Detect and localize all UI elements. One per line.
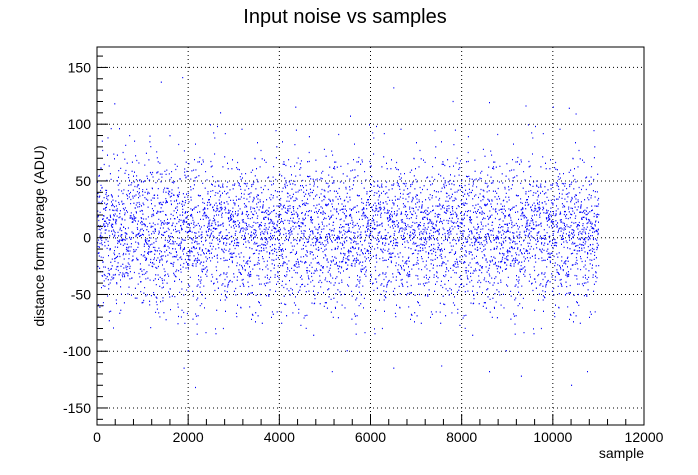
y-tick-label: 100	[68, 116, 92, 132]
y-tick-label: -100	[63, 343, 91, 359]
x-tick-label: 10000	[533, 429, 572, 445]
x-tick-label: 4000	[264, 429, 295, 445]
x-tick-label: 2000	[173, 429, 204, 445]
y-tick-label: 150	[68, 59, 92, 75]
y-tick-label: 0	[83, 230, 91, 246]
x-tick-label: 0	[93, 429, 101, 445]
x-axis-label: sample	[599, 445, 644, 461]
y-tick-label: 50	[75, 173, 91, 189]
x-tick-label: 6000	[355, 429, 386, 445]
grid	[97, 47, 644, 425]
x-tick-label: 8000	[446, 429, 477, 445]
data-points	[97, 76, 600, 389]
chart-title: Input noise vs samples	[243, 6, 446, 28]
y-tick-label: -50	[71, 286, 91, 302]
axis-ticks: 0 2000 4000 6000 8000 10000 12000 -150 -100 -50 0 5…	[63, 55, 664, 445]
y-axis-label: distance form average (ADU)	[31, 145, 47, 326]
scatter-points	[97, 76, 600, 389]
x-tick-label: 12000	[625, 429, 664, 445]
y-tick-label: -150	[63, 400, 91, 416]
